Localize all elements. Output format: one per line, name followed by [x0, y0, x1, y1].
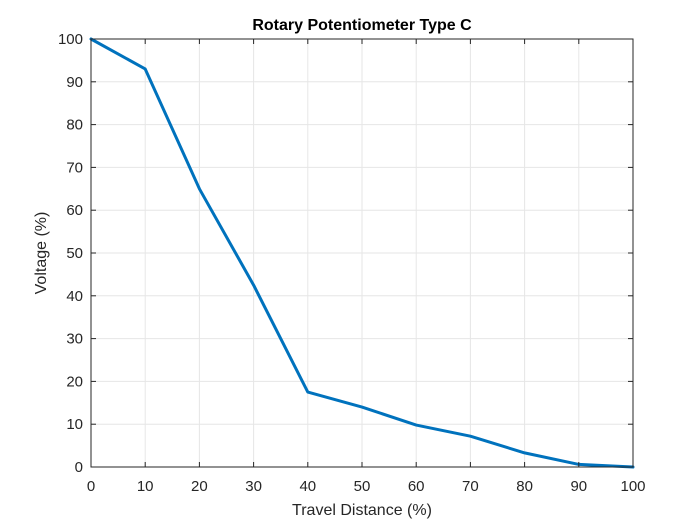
x-axis-label: Travel Distance (%) — [292, 502, 432, 519]
x-tick-label: 40 — [299, 478, 316, 495]
y-tick-label: 80 — [66, 117, 83, 134]
x-tick-label: 50 — [354, 478, 371, 495]
y-tick-label: 0 — [75, 459, 83, 476]
y-axis-label: Voltage (%) — [33, 212, 50, 295]
y-tick-label: 100 — [58, 31, 83, 48]
x-tick-label: 90 — [570, 478, 587, 495]
x-tick-label: 20 — [191, 478, 208, 495]
y-tick-label: 90 — [66, 74, 83, 91]
y-tick-label: 40 — [66, 288, 83, 305]
y-tick-label: 20 — [66, 373, 83, 390]
y-tick-label: 70 — [66, 159, 83, 176]
y-tick-label: 30 — [66, 331, 83, 348]
x-tick-label: 60 — [408, 478, 425, 495]
x-tick-label: 0 — [87, 478, 95, 495]
x-tick-label: 70 — [462, 478, 479, 495]
y-tick-label: 10 — [66, 416, 83, 433]
chart-title: Rotary Potentiometer Type C — [252, 17, 472, 34]
x-tick-label: 30 — [245, 478, 262, 495]
x-tick-label: 100 — [620, 478, 645, 495]
y-tick-label: 60 — [66, 202, 83, 219]
y-tick-label: 50 — [66, 245, 83, 262]
x-tick-label: 80 — [516, 478, 533, 495]
x-tick-label: 10 — [137, 478, 154, 495]
